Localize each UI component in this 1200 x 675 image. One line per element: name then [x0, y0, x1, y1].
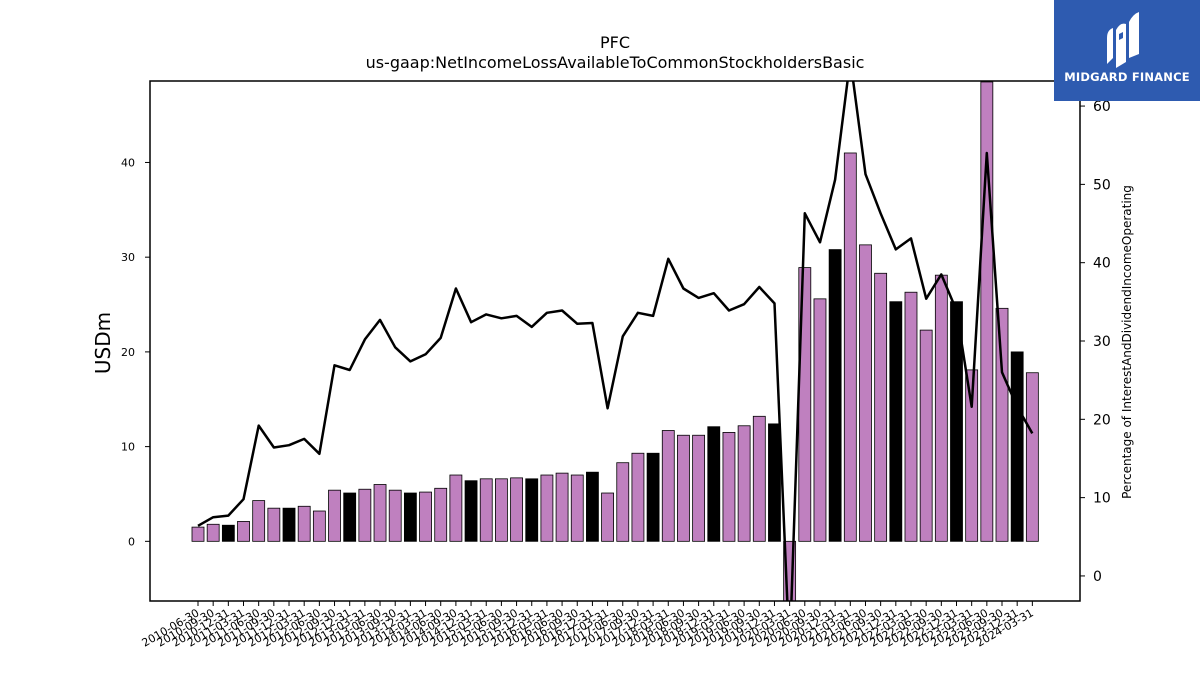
bar-2023-03-31: [965, 369, 979, 542]
bar-2019-12-31: [768, 423, 781, 542]
y2-tick-label: 0: [1093, 569, 1102, 585]
y-tick-label: 30: [121, 251, 135, 264]
line-path: [197, 81, 1034, 601]
bar-2012-09-30: [328, 489, 341, 542]
bar-2018-12-31: [707, 426, 721, 542]
bar-2017-03-31: [601, 492, 614, 542]
bar-2018-09-30: [692, 434, 706, 542]
bar-2019-03-31: [722, 432, 736, 542]
chart-title: PFC: [600, 33, 630, 52]
bar-2016-03-31: [540, 474, 554, 542]
bar-2023-12-31: [1010, 351, 1024, 542]
bar-2014-09-30: [449, 474, 463, 542]
bar-2017-06-30: [616, 462, 630, 542]
bar-2010-06-30: [191, 526, 205, 542]
bar-2019-09-30: [752, 415, 766, 542]
y2-tick-label: 50: [1093, 177, 1111, 193]
bar-2015-09-30: [510, 477, 523, 542]
bar-2012-03-31: [297, 505, 311, 542]
bar-2011-09-30: [267, 507, 281, 542]
brand-logo-text: MIDGARD FINANCE: [1064, 70, 1190, 84]
y2-tick-label: 20: [1093, 412, 1111, 428]
bar-2022-03-31: [904, 291, 918, 542]
bar-2022-06-30: [919, 329, 933, 542]
y2-axis-label: Percentage of InterestAndDividendIncomeO…: [1120, 185, 1134, 499]
bar-2011-06-30: [252, 500, 266, 542]
y-tick-label: 40: [121, 156, 135, 169]
bar-2013-06-30: [373, 484, 387, 542]
y2-tick-label: 40: [1093, 256, 1111, 272]
bar-2013-03-31: [358, 488, 372, 542]
brand-logo: MIDGARD FINANCE: [1054, 0, 1200, 101]
bar-2015-12-31: [525, 478, 539, 542]
x-axis: 2010-06-302010-09-302010-12-312011-03-31…: [140, 601, 1036, 650]
y-tick-label: 20: [121, 346, 135, 359]
bar-2017-09-30: [631, 452, 645, 542]
bar-2019-06-30: [737, 425, 751, 542]
bar-2020-09-30: [813, 298, 827, 542]
bar-2014-12-31: [464, 480, 478, 542]
y2-tick-label: 10: [1093, 491, 1111, 507]
bar-2014-03-31: [419, 491, 432, 542]
y2-tick-label: 60: [1093, 99, 1111, 115]
bar-series: [191, 81, 1039, 601]
bar-2010-09-30: [206, 523, 220, 542]
right-axis: 0 10 20 30 40 50 60: [1080, 99, 1111, 585]
bar-2023-09-30: [995, 307, 1009, 542]
bar-2018-06-30: [677, 434, 690, 542]
bar-2021-12-31: [889, 301, 903, 542]
y-axis-label: USDm: [91, 312, 115, 374]
bar-2015-06-30: [494, 478, 508, 542]
bar-2012-12-31: [343, 492, 357, 542]
bar-2021-09-30: [874, 272, 888, 542]
chart-subtitle: us-gaap:NetIncomeLossAvailableToCommonSt…: [366, 53, 865, 72]
y-tick-label: 10: [121, 441, 135, 454]
bar-2021-06-30: [859, 244, 872, 542]
bar-2011-03-31: [237, 521, 250, 542]
bar-2018-03-31: [661, 430, 675, 542]
bar-2011-12-31: [282, 507, 296, 542]
bar-2022-09-30: [934, 274, 948, 542]
bar-2024-03-31: [1025, 372, 1039, 542]
bar-2013-09-30: [388, 489, 402, 542]
bar-2016-06-30: [555, 472, 569, 542]
bar-2016-12-31: [586, 471, 599, 542]
bar-2013-12-31: [403, 492, 417, 542]
bar-2015-03-31: [479, 478, 493, 542]
bar-2017-12-31: [646, 452, 660, 542]
bar-2014-06-30: [434, 487, 448, 542]
bar-2023-06-30: [980, 81, 994, 542]
y-tick-label: 0: [128, 535, 135, 548]
bar-2012-06-30: [312, 510, 326, 542]
y2-tick-label: 30: [1093, 334, 1111, 350]
bar-2021-03-31: [843, 152, 857, 542]
bar-2020-12-31: [828, 249, 842, 542]
bar-2010-12-31: [221, 524, 235, 542]
bar-2016-09-30: [570, 474, 584, 542]
line-series: [197, 81, 1034, 601]
bar-2022-12-31: [950, 301, 963, 542]
left-axis: 0 10 20 30 40: [121, 156, 150, 548]
midgard-logo-icon: [1107, 12, 1139, 69]
